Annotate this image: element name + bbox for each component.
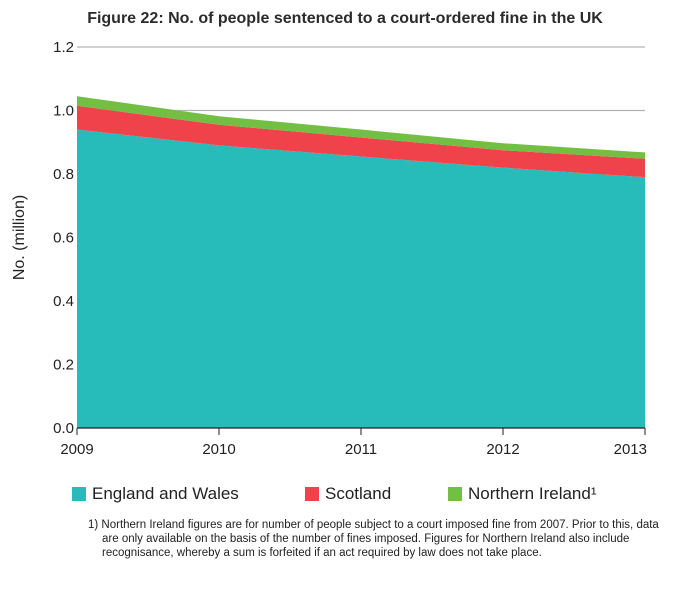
area-scotland <box>77 105 645 178</box>
legend-swatch-northern-ireland <box>448 487 462 501</box>
y-axis-title: No. (million) <box>11 195 28 280</box>
x-tick-label-2010: 2010 <box>202 441 235 458</box>
y-tick-label-2: 0.4 <box>53 293 74 310</box>
legend-label-scotland: Scotland <box>325 484 392 503</box>
x-tick-label-2011: 2011 <box>345 441 377 458</box>
x-tick-label-2012: 2012 <box>486 441 519 458</box>
area-northern-ireland <box>77 96 645 159</box>
chart-title: Figure 22: No. of people sentenced to a … <box>87 10 603 27</box>
legend-swatch-england-wales <box>72 487 86 501</box>
footnote: 1) Northern Ireland figures are for numb… <box>88 519 659 559</box>
x-tick-label-2013: 2013 <box>614 441 647 458</box>
legend-label-northern-ireland: Northern Ireland¹ <box>468 484 597 503</box>
y-tick-label-1: 0.2 <box>53 357 74 374</box>
x-tick-label-2009: 2009 <box>60 441 93 458</box>
y-tick-label-5: 1.0 <box>53 103 74 120</box>
chart-plot: 2009 2010 2011 2012 2013 0.0 0.2 0.4 0.6 0.8 1.0 1.… <box>11 39 647 458</box>
legend: England and Wales Scotland Northern Irel… <box>72 484 672 508</box>
y-tick-label-0: 0.0 <box>53 420 74 437</box>
y-tick-label-6: 1.2 <box>53 39 74 56</box>
y-tick-label-3: 0.6 <box>53 230 74 247</box>
legend-swatch-scotland <box>305 487 319 501</box>
legend-label-england-wales: England and Wales <box>92 484 239 503</box>
legend-item-northern-ireland: Northern Ireland¹ <box>448 484 597 504</box>
legend-item-england-wales: England and Wales <box>72 484 239 504</box>
y-tick-label-4: 0.8 <box>53 166 74 183</box>
area-england-wales <box>77 129 645 429</box>
legend-item-scotland: Scotland <box>305 484 391 504</box>
